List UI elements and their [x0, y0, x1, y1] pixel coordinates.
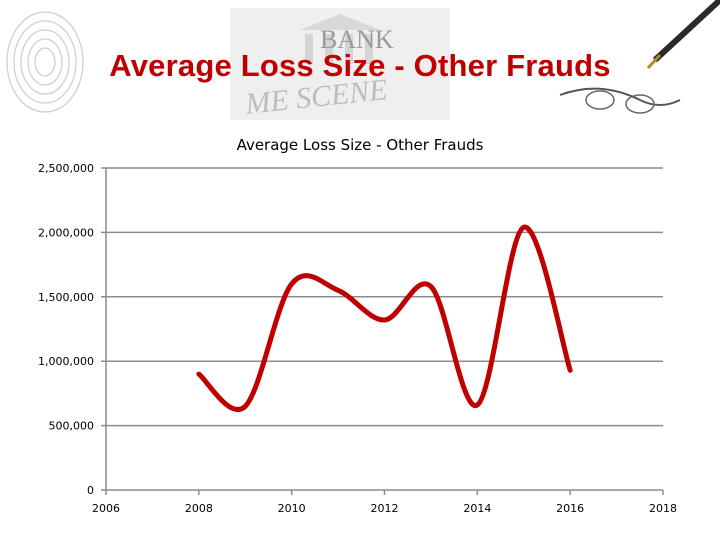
- x-tick-label: 2008: [185, 502, 213, 515]
- x-tick-label: 2006: [92, 502, 120, 515]
- svg-text:BANK: BANK: [320, 25, 394, 54]
- y-tick-label: 2,000,000: [38, 226, 94, 239]
- y-tick-label: 1,000,000: [38, 355, 94, 368]
- slide-header: BANK ME SCENE: [0, 0, 720, 130]
- y-tick-label: 0: [87, 484, 94, 497]
- y-tick-label: 500,000: [49, 420, 95, 433]
- grid-layer: [106, 167, 663, 427]
- y-tick-label: 1,500,000: [38, 291, 94, 304]
- x-tick-label: 2016: [556, 502, 584, 515]
- x-tick-label: 2010: [278, 502, 306, 515]
- axis-layer: [101, 167, 664, 495]
- series-line-0: [196, 224, 573, 412]
- tick-label-layer: 0 500,000 1,000,000 1,500,000 2,000,000 2,500…: [38, 162, 677, 515]
- slide-title: Average Loss Size - Other Frauds: [109, 48, 611, 83]
- bank-logo: BANK ME SCENE: [230, 8, 450, 121]
- pen-and-glasses-icon: [559, 0, 720, 114]
- series-layer: [196, 224, 573, 412]
- header-decoration: BANK ME SCENE: [6, 0, 720, 121]
- chart-title: Average Loss Size - Other Frauds: [236, 136, 484, 154]
- fingerprint-icon: [6, 11, 84, 113]
- x-tick-label: 2014: [463, 502, 491, 515]
- y-tick-label: 2,500,000: [38, 162, 94, 175]
- x-tick-label: 2012: [371, 502, 399, 515]
- x-tick-label: 2018: [649, 502, 677, 515]
